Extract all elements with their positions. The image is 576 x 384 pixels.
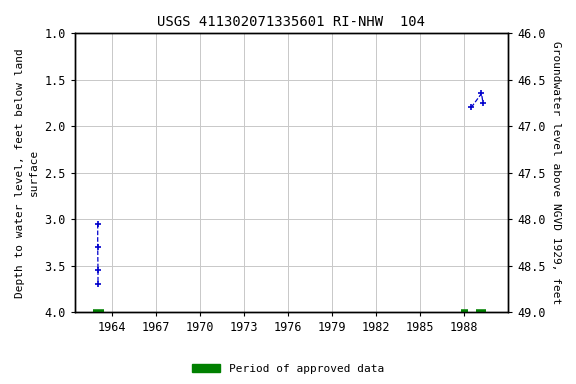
Y-axis label: Groundwater level above NGVD 1929, feet: Groundwater level above NGVD 1929, feet [551,41,561,304]
Legend: Period of approved data: Period of approved data [188,359,388,379]
Title: USGS 411302071335601 RI-NHW  104: USGS 411302071335601 RI-NHW 104 [157,15,426,29]
Y-axis label: Depth to water level, feet below land
surface: Depth to water level, feet below land su… [15,48,39,298]
